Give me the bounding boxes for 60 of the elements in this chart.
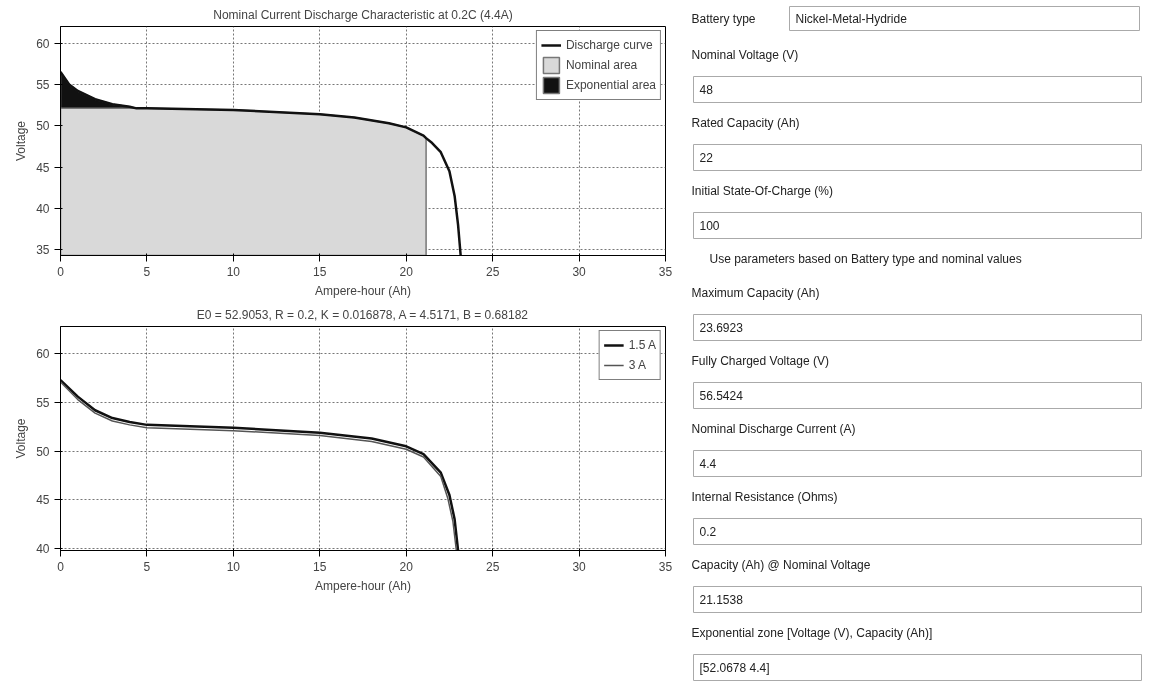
text: Fully Charged Voltage (V) bbox=[691, 353, 829, 368]
text: [52.0678 4.4] bbox=[699, 660, 770, 675]
x-tick-label: 0 bbox=[57, 559, 65, 574]
y-tick-label: 60 bbox=[36, 36, 50, 51]
x-tick-label: 30 bbox=[572, 559, 587, 574]
x-tick-label: 0 bbox=[57, 264, 65, 279]
y-axis-title: Voltage bbox=[14, 418, 29, 459]
x-tick-label: 20 bbox=[399, 559, 414, 574]
legend-label: Nominal area bbox=[565, 58, 638, 72]
text: 22 bbox=[699, 151, 714, 165]
text: Maximum Capacity (Ah) bbox=[691, 285, 820, 300]
x-tick-label: 20 bbox=[399, 264, 414, 279]
x-tick-label: 25 bbox=[485, 559, 500, 574]
legend-label: Exponential area bbox=[565, 78, 656, 92]
text: Nominal Discharge Current (A) bbox=[691, 421, 856, 436]
text: Battery type bbox=[691, 11, 756, 26]
legend-label: 1.5 A bbox=[628, 338, 656, 352]
x-tick-label: 35 bbox=[658, 264, 673, 279]
x-axis-title: Ampere-hour (Ah) bbox=[314, 578, 412, 593]
chart-title: Nominal Current Discharge Characteristic at 0.2C (4.4A) bbox=[213, 7, 513, 22]
x-tick-label: 15 bbox=[313, 559, 327, 574]
x-tick-label: 10 bbox=[226, 559, 241, 574]
chart-title: E0 = 52.9053, R = 0.2, K = 0.016878, A = 4.5171, B = 0.68182 bbox=[196, 307, 529, 322]
text: Use parameters based on Battery type and nominal values bbox=[709, 251, 1022, 266]
y-tick-label: 50 bbox=[36, 119, 50, 134]
text: Internal Resistance (Ohms) bbox=[691, 489, 838, 504]
y-tick-label: 45 bbox=[36, 493, 50, 508]
y-tick-label: 45 bbox=[36, 160, 50, 175]
text: Initial State-Of-Charge (%) bbox=[691, 183, 833, 198]
x-axis-title: Ampere-hour (Ah) bbox=[314, 283, 412, 298]
x-tick-label: 30 bbox=[572, 264, 587, 279]
x-tick-label: 5 bbox=[143, 264, 151, 279]
legend-label: 3 A bbox=[628, 358, 647, 372]
line-series bbox=[60, 70, 462, 256]
x-tick-label: 10 bbox=[226, 264, 241, 279]
text: Capacity (Ah) @ Nominal Voltage bbox=[691, 557, 871, 572]
text: Nickel-Metal-Hydride bbox=[795, 11, 908, 26]
text: Nominal Voltage (V) bbox=[691, 47, 799, 62]
y-tick-label: 50 bbox=[36, 444, 50, 459]
y-tick-label: 40 bbox=[36, 542, 50, 557]
x-tick-label: 25 bbox=[485, 264, 500, 279]
y-tick-label: 35 bbox=[36, 243, 50, 258]
x-tick-label: 35 bbox=[658, 559, 673, 574]
text: Rated Capacity (Ah) bbox=[691, 115, 800, 130]
text: 21.1538 bbox=[699, 593, 744, 607]
text: 0.2 bbox=[699, 525, 717, 539]
text: 56.5424 bbox=[699, 389, 744, 403]
legend-label: Discharge curve bbox=[565, 38, 653, 52]
y-axis-title: Voltage bbox=[14, 120, 29, 162]
text: 4.4 bbox=[699, 457, 717, 471]
y-tick-label: 60 bbox=[36, 347, 50, 362]
text: 48 bbox=[699, 83, 714, 97]
text: Exponential zone [Voltage (V), Capacity (Ah)] bbox=[691, 625, 933, 640]
y-tick-label: 55 bbox=[36, 395, 50, 410]
text: 23.6923 bbox=[699, 321, 744, 335]
y-tick-label: 40 bbox=[36, 201, 50, 216]
y-tick-label: 55 bbox=[36, 77, 50, 92]
text: 100 bbox=[699, 219, 720, 233]
x-tick-label: 5 bbox=[143, 559, 151, 574]
x-tick-label: 15 bbox=[313, 264, 327, 279]
